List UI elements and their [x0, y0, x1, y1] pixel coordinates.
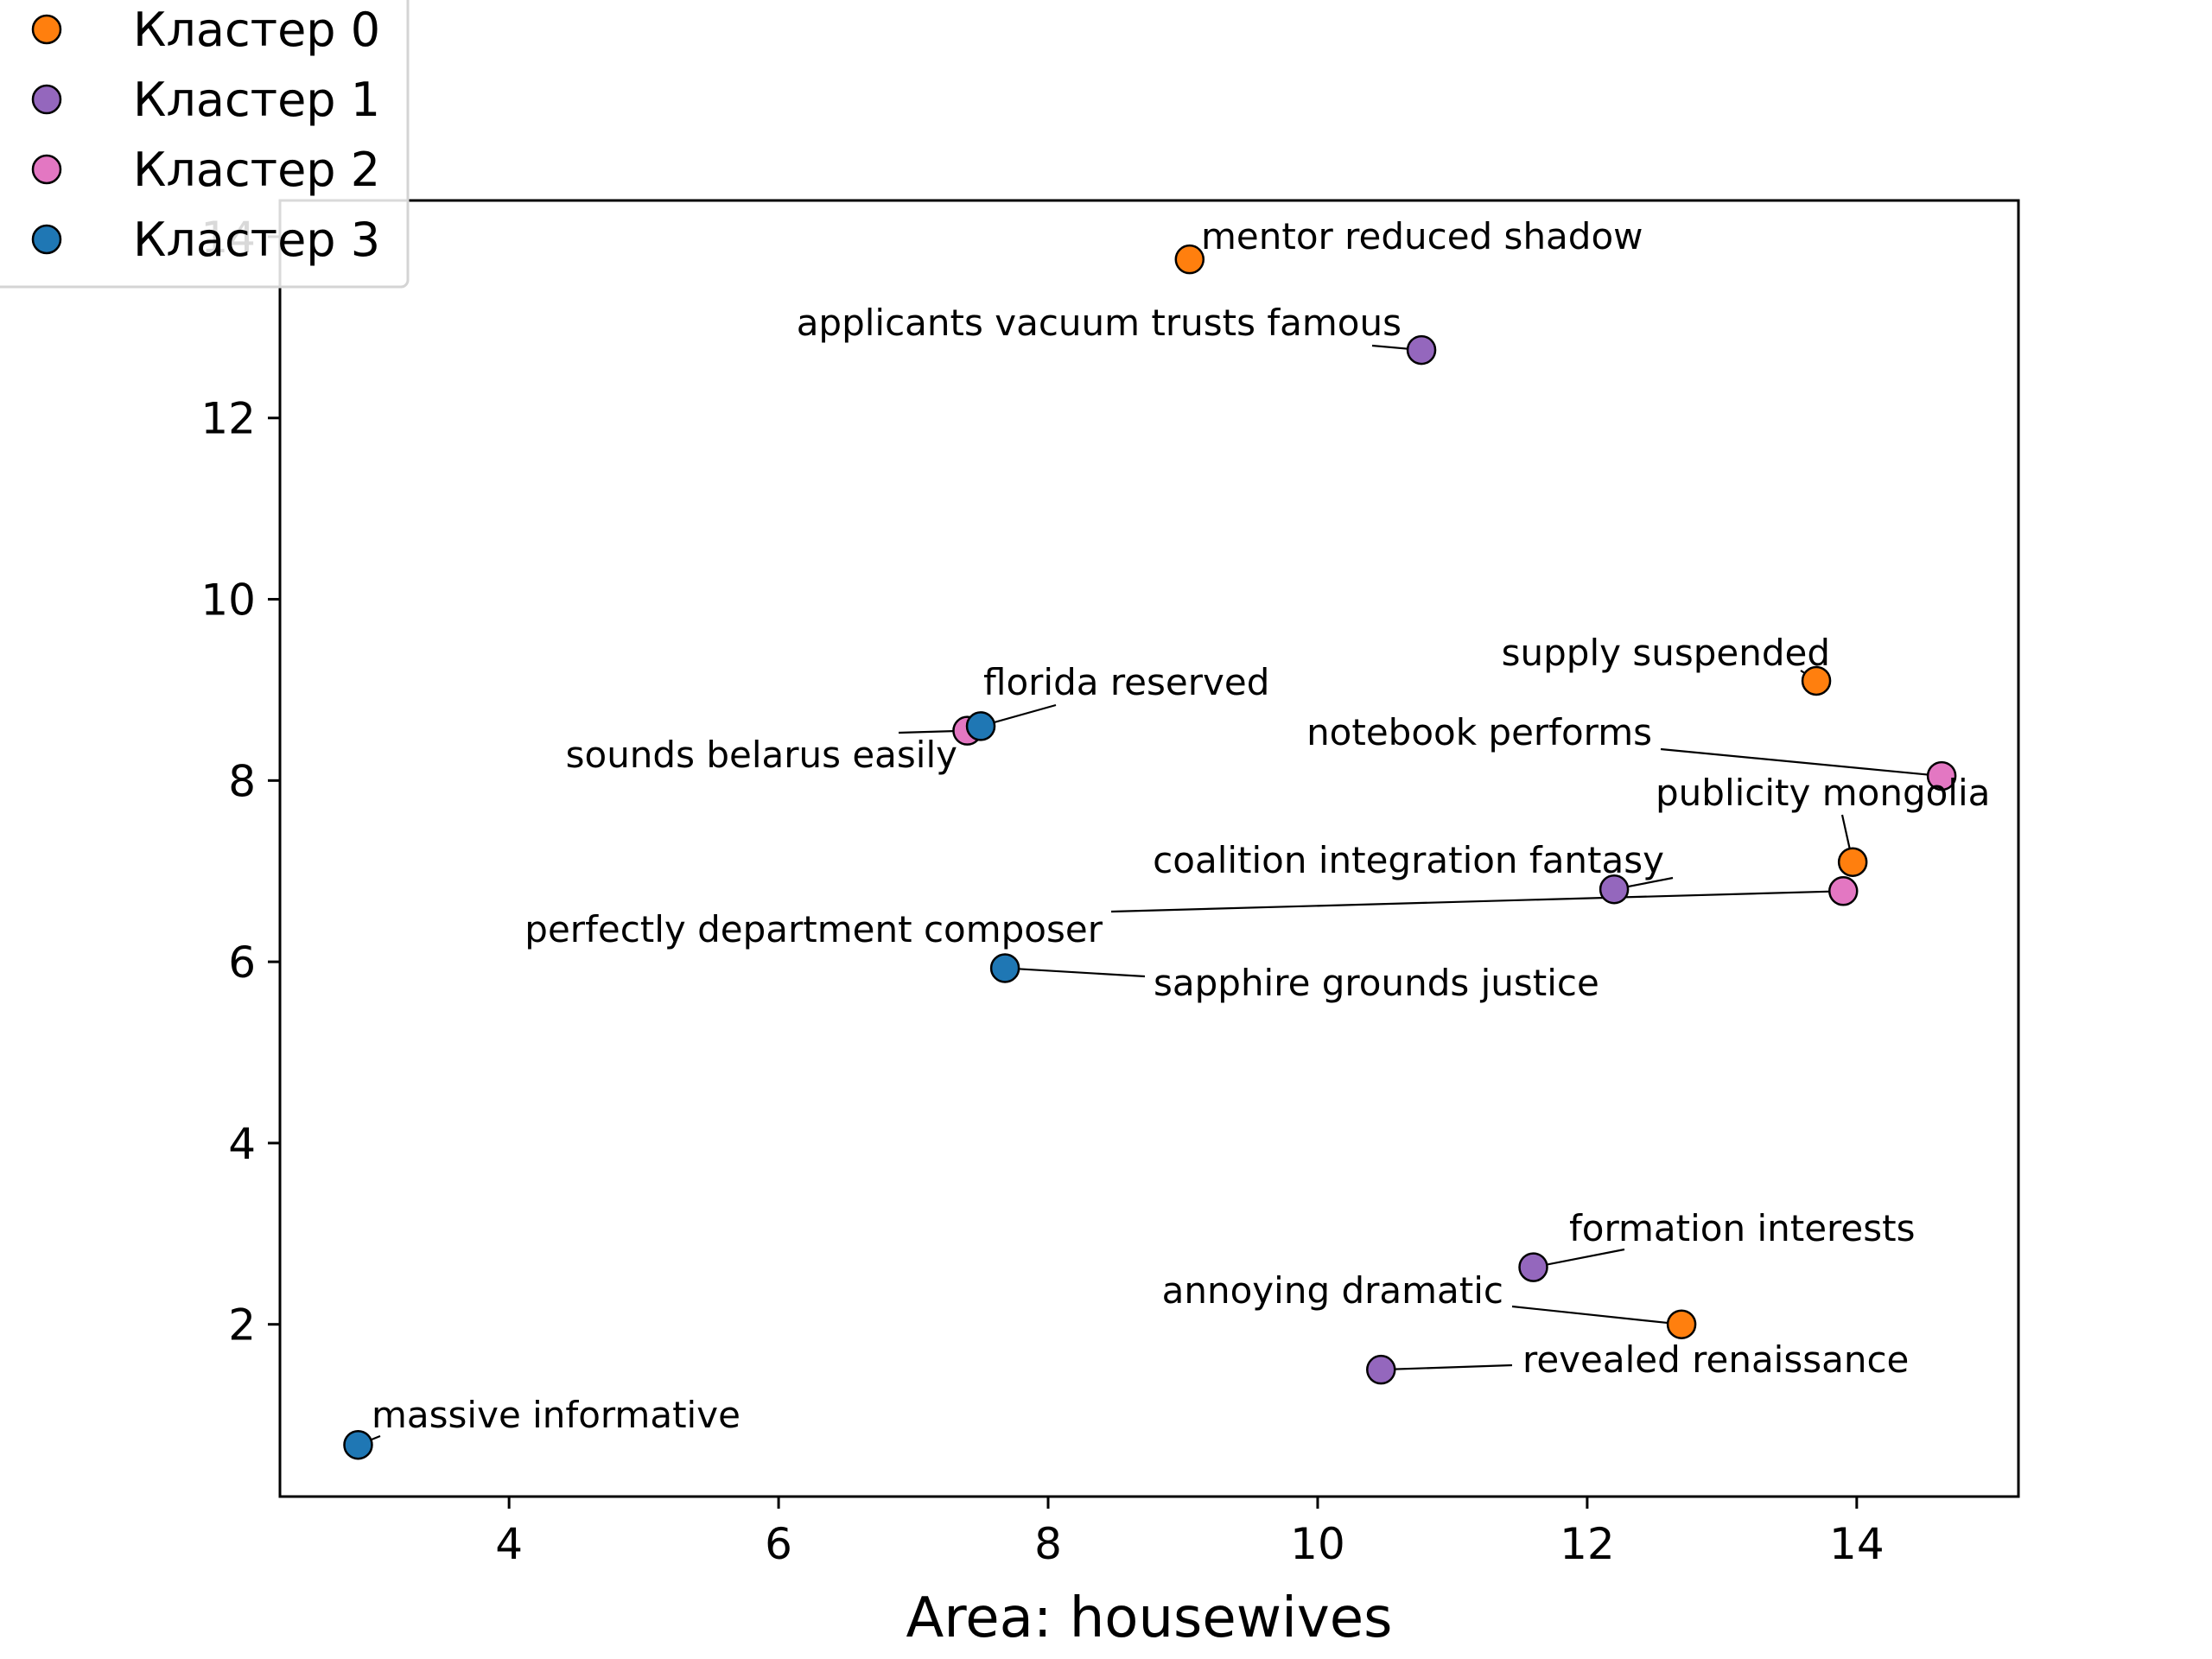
point-label: sapphire grounds justice: [1154, 962, 1599, 1004]
data-point: [965, 711, 996, 741]
data-point: [1518, 1252, 1548, 1282]
label-connector: [1660, 747, 1942, 778]
y-tick-label: 10: [200, 575, 256, 626]
data-point: [1827, 876, 1859, 906]
legend: Кластер 0 Кластер 1 Кластер 2 Кластер 3: [0, 0, 410, 289]
point-label: notebook performs: [1306, 711, 1652, 753]
x-axis-title: Area: housewives: [906, 1586, 1393, 1650]
label-connector: [1533, 1248, 1625, 1268]
y-tick-label: 4: [228, 1119, 256, 1169]
point-label: mentor reduced shadow: [1201, 215, 1643, 257]
x-tick-label: 10: [1290, 1519, 1345, 1569]
x-tick-label: 8: [1034, 1519, 1062, 1569]
data-point: [989, 953, 1020, 983]
legend-marker: [31, 154, 62, 185]
legend-marker: [31, 14, 62, 45]
legend-entry: Кластер 3: [133, 213, 380, 267]
data-point: [1599, 874, 1630, 905]
data-point: [1801, 665, 1832, 696]
legend-box: [0, 0, 410, 289]
data-point: [1837, 847, 1868, 877]
legend-entry: Кластер 1: [133, 73, 380, 127]
data-point: [1926, 760, 1957, 791]
point-label: massive informative: [372, 1394, 741, 1436]
y-tick-label: 12: [200, 394, 256, 444]
label-connector: [1381, 1363, 1513, 1371]
point-label: perfectly department composer: [524, 908, 1103, 950]
legend-marker: [31, 224, 62, 255]
x-tick-label: 4: [495, 1519, 523, 1569]
x-axis: 4 6 8 10 12 14: [495, 1497, 1885, 1569]
legend-entry: Кластер 2: [133, 143, 380, 197]
x-tick-label: 6: [765, 1519, 792, 1569]
y-tick-label: 8: [228, 756, 256, 806]
point-label: supply suspended: [1502, 632, 1830, 674]
point-label: florida reserved: [983, 661, 1269, 703]
label-connector: [1511, 1305, 1682, 1325]
point-label: applicants vacuum trusts famous: [797, 302, 1402, 344]
data-points: [343, 244, 1957, 1460]
y-axis: 2468101214: [200, 213, 280, 1351]
label-connector: [1110, 890, 1844, 913]
point-label: coalition integration fantasy: [1153, 839, 1664, 881]
plot-frame: [278, 199, 2020, 1498]
data-point: [1366, 1354, 1396, 1385]
x-tick-label: 12: [1560, 1519, 1615, 1569]
data-point: [1406, 334, 1437, 365]
label-connector: [1005, 967, 1146, 978]
data-point: [1174, 244, 1205, 275]
legend-entry: Кластер 0: [133, 3, 380, 57]
label-connectors: [358, 256, 1942, 1446]
legend-marker: [31, 84, 62, 115]
point-label: annoying dramatic: [1162, 1269, 1503, 1312]
y-tick-label: 2: [228, 1300, 256, 1351]
x-tick-label: 14: [1829, 1519, 1885, 1569]
data-point: [343, 1429, 373, 1460]
point-label: sounds belarus easily: [566, 734, 957, 776]
point-label: formation interests: [1569, 1207, 1915, 1249]
point-label: revealed renaissance: [1522, 1338, 1909, 1381]
point-label: publicity mongolia: [1656, 772, 1990, 814]
point-labels: mentor reduced shadow supply suspended pub…: [372, 215, 1990, 1436]
y-tick-label: 6: [228, 938, 256, 988]
data-point: [1666, 1309, 1697, 1339]
